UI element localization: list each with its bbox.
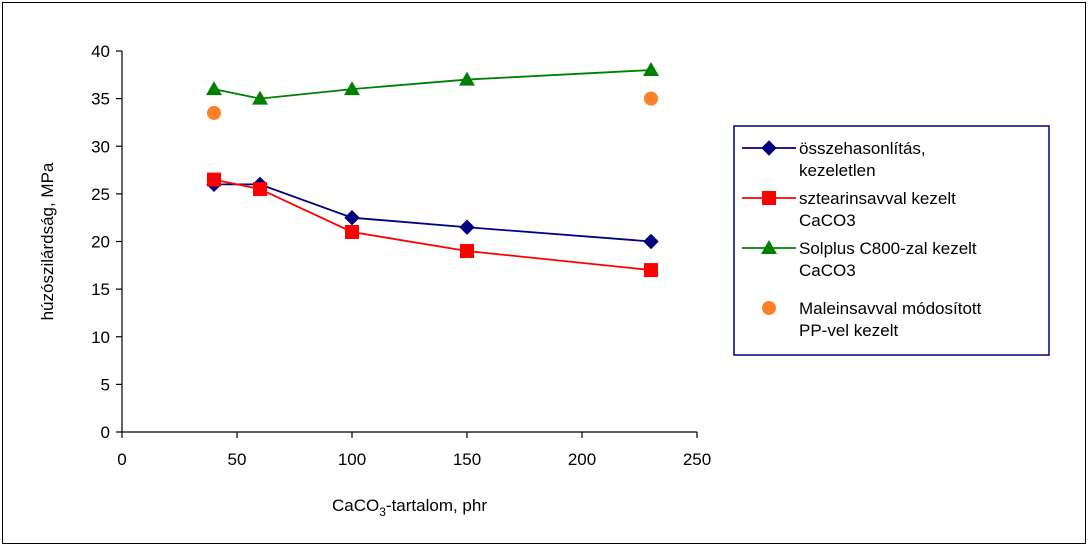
series-2-point [460,244,474,259]
legend-marker [761,140,777,156]
series-3-line [213,69,652,100]
y-tick-label: 30 [91,137,110,156]
legend-label: CaCO3 [799,261,856,280]
legend-label: CaCO3 [799,211,856,230]
legend-entry-4: Maleinsavval módosított PP-vel kezelt [762,299,982,340]
y-tick-label: 15 [91,280,110,299]
series-3-point [459,71,475,86]
legend-marker [762,301,776,315]
legend-label: összehasonlítás, [799,139,926,158]
x-tick-label: 250 [683,450,711,469]
legend-entry-1: összehasonlítás, kezeletlen [742,139,926,180]
legend-marker [761,240,777,254]
legend-label: kezeletlen [799,161,876,180]
legend-label: PP-vel kezelt [799,321,898,340]
y-axis-label: húzószilárdság, MPa [38,162,57,320]
y-tick-label: 5 [101,375,110,394]
x-tick-label: 100 [338,450,366,469]
legend-marker [762,191,776,205]
x-tick-label: 0 [117,450,126,469]
series-4-point [644,91,658,106]
legend-label: sztearinsavval kezelt [799,189,956,208]
series-3-point [252,90,268,105]
series-3-point [206,81,222,96]
series-1-point [643,233,659,250]
series-4-point [207,105,221,120]
series-1 [206,176,659,250]
x-axis-label-rest: -tartalom, phr [386,496,487,515]
series-2 [207,172,658,278]
y-tick-label: 20 [91,233,110,252]
legend: összehasonlítás, kezeletlen sztearinsavval… [733,125,1050,356]
series-1-point [459,219,475,235]
legend-entry-3: Solplus C800-zal kezelt CaCO3 [742,239,977,280]
series-3-point [344,81,360,96]
series-2-point [207,172,221,187]
y-tick-label: 0 [101,423,110,442]
x-axis-label: CaCO3-tartalom, phr [332,496,487,519]
series-1-line [214,183,652,243]
x-axis-label-subscript: 3 [379,505,386,519]
chart-axes: 0 5 10 15 20 25 30 35 40 0 50 100 150 200 250 [91,42,711,469]
series-1-point [344,209,360,226]
x-tick-label: 50 [228,450,247,469]
x-tick-label: 200 [568,450,596,469]
series-2-point [345,224,359,239]
series-3-point [643,62,659,77]
series-2-point [253,182,267,197]
y-tick-label: 35 [91,90,110,109]
legend-label: Maleinsavval módosított [799,299,982,318]
series-4 [207,91,658,120]
series-2-point [644,263,658,278]
y-tick-label: 25 [91,185,110,204]
series-layer [206,62,659,278]
y-tick-label: 40 [91,42,110,61]
legend-entry-2: sztearinsavval kezelt CaCO3 [742,189,956,230]
x-axis-label-main: CaCO [332,496,379,515]
y-tick-label: 10 [91,328,110,347]
legend-label: Solplus C800-zal kezelt [799,239,977,258]
series-3 [206,62,659,105]
legend-box [733,125,1050,356]
x-tick-label: 150 [453,450,481,469]
